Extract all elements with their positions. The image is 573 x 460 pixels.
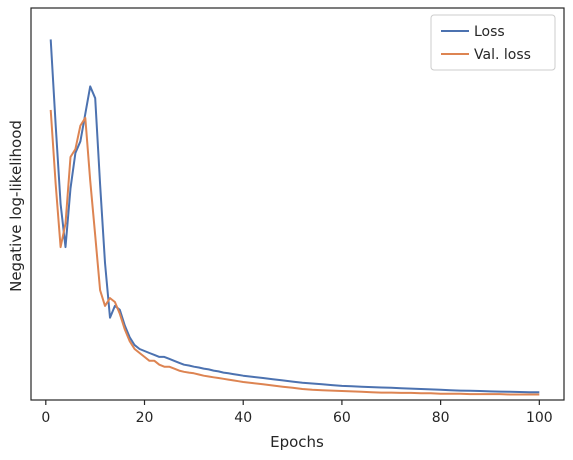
x-tick-label-60: 60 bbox=[333, 410, 351, 426]
legend-label-val-loss: Val. loss bbox=[474, 47, 531, 63]
x-tick-label-0: 0 bbox=[41, 410, 50, 426]
plot-frame bbox=[30, 7, 565, 401]
x-tick-label-40: 40 bbox=[234, 410, 252, 426]
x-axis-label: Epochs bbox=[270, 433, 324, 451]
x-axis-ticks: 0 20 40 60 80 100 bbox=[41, 400, 553, 426]
series-line-val-loss bbox=[49, 109, 540, 396]
x-tick-label-80: 80 bbox=[432, 410, 450, 426]
series-layer bbox=[49, 39, 540, 396]
x-tick-label-100: 100 bbox=[526, 410, 553, 426]
legend: Loss Val. loss bbox=[430, 14, 556, 71]
y-axis-label: Negative log-likelihood bbox=[7, 120, 25, 292]
x-tick-label-20: 20 bbox=[136, 410, 154, 426]
legend-box bbox=[430, 14, 556, 71]
series-line-loss bbox=[49, 39, 540, 394]
legend-label-loss: Loss bbox=[474, 24, 505, 40]
